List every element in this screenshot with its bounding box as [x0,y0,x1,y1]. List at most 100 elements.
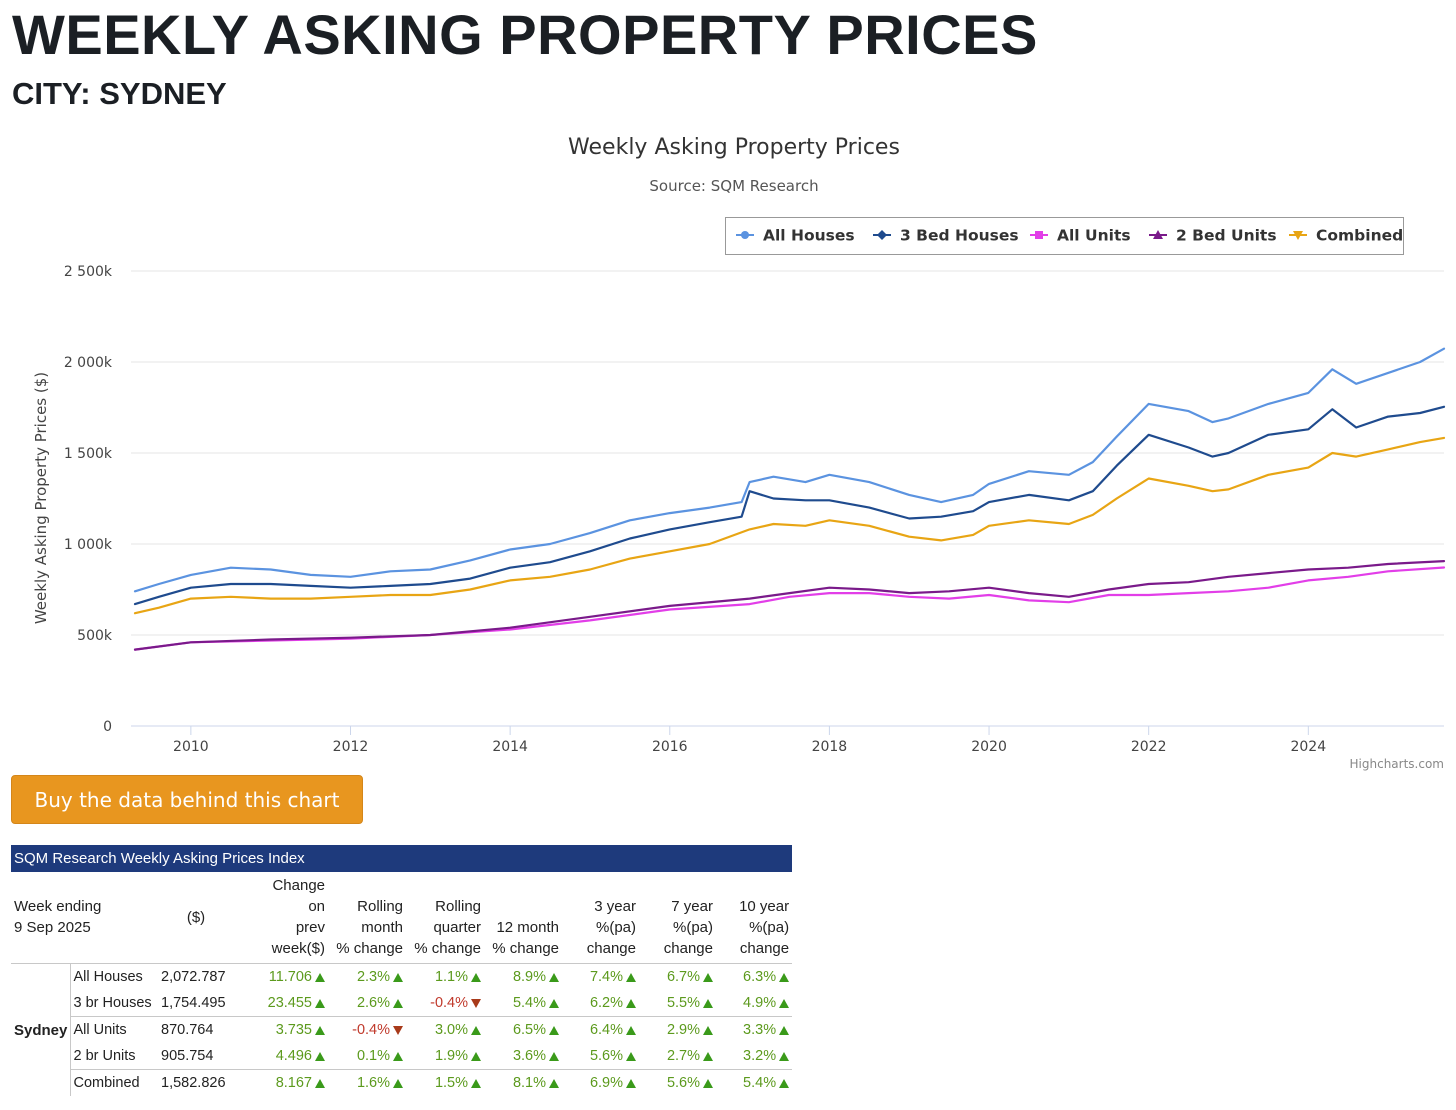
x-axis-ticks: 2010 2012 2014 2016 2018 2020 2022 2024 [173,726,1326,755]
change-cell: 2.7% [639,1043,716,1070]
change-cell: 23.455 [234,990,328,1017]
series-line-combined[interactable] [133,436,1446,615]
header-price: ($) [158,872,234,964]
change-cell: 8.167 [234,1070,328,1097]
x-tick-label: 2010 [173,739,209,755]
city-cell: Sydney [11,963,71,1096]
x-tick-label: 2016 [652,739,688,755]
price-chart: Weekly Asking Property Prices Source: SQ… [32,135,1446,771]
chart-title: Weekly Asking Property Prices [568,135,900,160]
x-tick-label: 2024 [1290,739,1326,755]
grid-lines [131,270,1444,727]
row-label: All Units [73,1022,127,1038]
arrow-up-icon [315,1026,325,1035]
arrow-up-icon [703,1052,713,1061]
change-cell: 3.735 [234,1017,328,1044]
change-cell: 5.6% [562,1043,639,1070]
arrow-up-icon [315,973,325,982]
change-cell: 5.5% [639,990,716,1017]
change-cell: -0.4% [328,1017,406,1044]
series-line-3-bed-houses[interactable] [133,405,1446,606]
chart-credits[interactable]: Highcharts.com [1350,757,1444,771]
change-cell: 3.6% [484,1043,562,1070]
header-week-ending: Week ending 9 Sep 2025 [11,872,158,964]
chart-legend: All Houses 3 Bed Houses All Units 2 Bed Uni… [725,217,1404,255]
table-row: All Units 870.764 3.735 -0.4% 3.0% 6.5% 6.4% 2.… [11,1017,792,1044]
arrow-up-icon [779,1079,790,1088]
table-caption: SQM Research Weekly Asking Prices Index [11,845,793,872]
change-cell: 1.9% [406,1043,484,1070]
row-value: 1,754.495 [158,990,234,1017]
arrow-up-icon [549,1026,559,1035]
arrow-up-icon [703,973,713,982]
series-lines [133,347,1446,651]
buy-data-button[interactable]: Buy the data behind this chart [11,775,363,824]
row-value: 2,072.787 [161,969,226,985]
header-7-year: 7 year %(pa) change [639,872,716,964]
series-line-2-bed-units[interactable] [133,560,1446,651]
arrow-up-icon [626,973,636,982]
y-tick-label: 1 500k [64,446,113,462]
arrow-up-icon [779,1052,790,1061]
x-tick-label: 2022 [1131,739,1167,755]
arrow-up-icon [471,1052,481,1061]
legend-label: 2 Bed Units [1176,227,1277,245]
arrow-up-icon [779,973,790,982]
arrow-up-icon [626,1026,636,1035]
table-row: Combined 1,582.826 8.167 1.6% 1.5% 8.1% 6.9% 5.… [11,1070,792,1097]
table-row: 3 br Houses 1,754.495 23.455 2.6% -0.4% 5.4% 6… [11,990,793,1017]
header-week-ending-label: Week ending [14,898,102,915]
change-cell: 7.4% [562,964,639,991]
row-value: 1,582.826 [161,1075,226,1091]
row-label: 2 br Units [70,1043,158,1070]
change-cell: 2.6% [328,990,406,1017]
legend-item-2-bed-units[interactable]: 2 Bed Units [1149,227,1277,245]
legend-label: Combined [1316,227,1403,245]
legend-label: All Houses [763,227,855,245]
series-line-all-houses[interactable] [133,347,1446,593]
legend-label: All Units [1057,227,1131,245]
legend-item-all-units[interactable]: All Units [1030,227,1131,245]
arrow-up-icon [393,1079,403,1088]
header-10-year: 10 year %(pa) change [716,872,793,964]
arrow-up-icon [703,1079,713,1088]
change-cell: 4.496 [234,1043,328,1070]
row-value: 905.754 [158,1043,234,1070]
legend-label: 3 Bed Houses [900,227,1019,245]
y-tick-label: 0 [103,719,112,735]
header-rolling-month: Rolling month% change [328,872,406,964]
y-tick-label: 2 500k [64,264,113,280]
change-cell: 5.4% [484,990,562,1017]
arrow-up-icon [471,1026,481,1035]
arrow-up-icon [626,999,636,1008]
page-title: WEEKLY ASKING PROPERTY PRICES [12,3,1038,66]
change-cell: 6.7% [639,964,716,991]
arrow-up-icon [549,973,559,982]
change-cell: -0.4% [406,990,484,1017]
x-tick-label: 2012 [333,739,369,755]
header-change-prev-week: Change on prev week($) [234,872,328,964]
arrow-up-icon [393,973,403,982]
legend-item-3-bed-houses[interactable]: 3 Bed Houses [873,227,1019,245]
change-cell: 11.706 [234,964,328,991]
header-3-year: 3 year %(pa) change [562,872,639,964]
arrow-up-icon [779,999,790,1008]
row-label: Combined [73,1075,140,1091]
arrow-up-icon [626,1052,636,1061]
table-row: 2 br Units 905.754 4.496 0.1% 1.9% 3.6% 5.6% 2.… [11,1043,793,1070]
arrow-up-icon [549,1079,559,1088]
row-label: All Houses [73,969,143,985]
change-cell: 6.9% [562,1070,639,1097]
change-cell: 4.9% [716,990,793,1017]
change-cell: 6.4% [562,1017,639,1044]
legend-item-all-houses[interactable]: All Houses [736,227,855,245]
change-cell: 6.5% [484,1017,562,1044]
change-cell: 5.6% [639,1070,716,1097]
row-label: 3 br Houses [70,990,158,1017]
table-row: Sydney All Houses 2,072.787 11.706 2.3% 1.1% 8… [11,963,792,1096]
weekly-asking-prices-table: SQM Research Weekly Asking Prices Index … [11,845,793,1097]
chart-subtitle: Source: SQM Research [649,177,818,195]
change-cell: 3.2% [716,1043,793,1070]
x-tick-label: 2018 [812,739,848,755]
legend-item-combined[interactable]: Combined [1289,227,1403,245]
